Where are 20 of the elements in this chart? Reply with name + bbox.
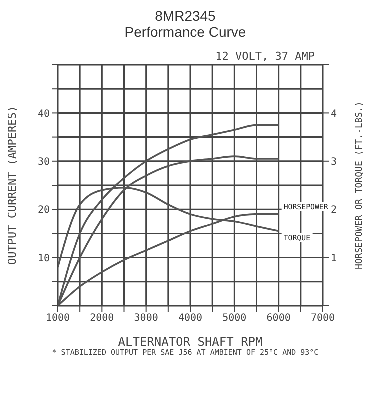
chart-title: 8MR2345 Performance Curve: [124, 8, 248, 40]
x-tick-label: 6000: [266, 313, 291, 324]
x-tick-label: 4000: [178, 313, 203, 324]
x-tick-label: 3000: [134, 313, 158, 324]
y-tick-label: 40: [38, 108, 50, 120]
x-tick-label: 1000: [46, 313, 70, 324]
x-tick-label: 2000: [90, 313, 114, 324]
chart-subtitle: 12 VOLT, 37 AMP: [214, 50, 316, 63]
y2-tick-label: 2: [331, 205, 338, 216]
y-tick-label: 20: [38, 205, 50, 216]
y2-tick-label: 1: [331, 253, 338, 264]
x-tick-label: 5000: [222, 313, 247, 324]
y2-axis-title: HORSEPOWER OR TORQUE (FT.-LBS.): [355, 102, 366, 270]
x-axis-title: ALTERNATOR SHAFT RPM: [118, 335, 263, 349]
y2-tick-label: 4: [331, 108, 338, 120]
y2-tick-label: 3: [331, 156, 338, 168]
y-axis-title: OUTPUT CURRENT (AMPERES): [6, 106, 19, 265]
x-tick-label: 7000: [310, 313, 336, 324]
y-tick-label: 30: [38, 156, 50, 168]
y-tick-label: 10: [38, 253, 50, 264]
